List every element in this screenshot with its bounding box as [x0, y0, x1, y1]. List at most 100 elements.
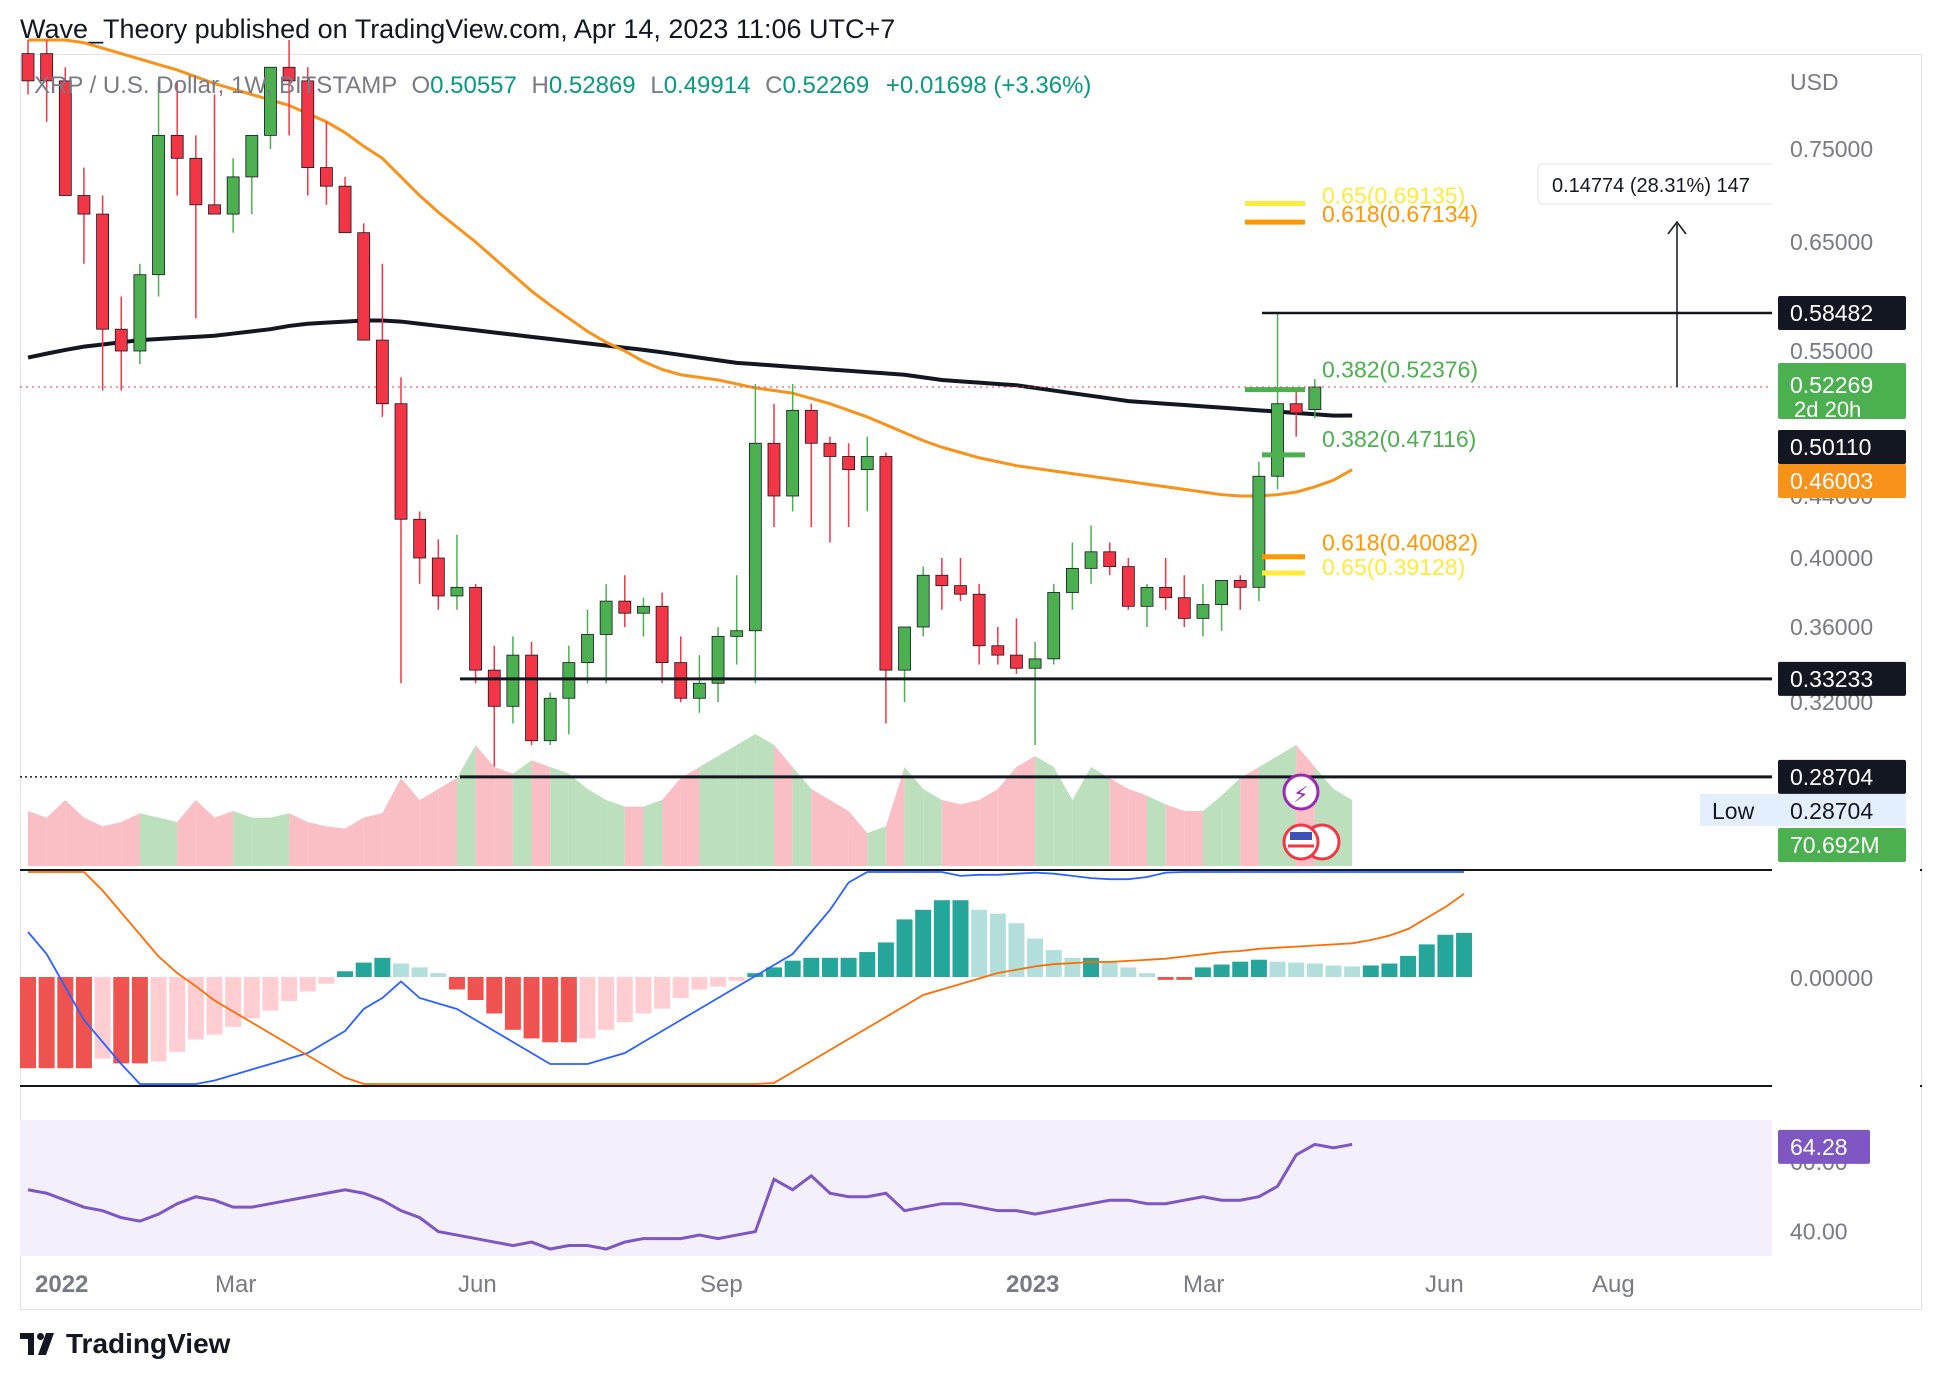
volume-area-segment [531, 760, 551, 866]
volume-area-segment [456, 745, 476, 866]
volume-area-segment [251, 817, 271, 866]
ema200-badge: 0.50110 [1790, 434, 1871, 460]
volume-area-segment [1258, 756, 1278, 866]
fib-label: 0.618(0.40082) [1322, 530, 1478, 556]
time-axis-tick: 2023 [1006, 1271, 1059, 1298]
ema200-badge-box [1778, 430, 1906, 464]
macd-histogram-bar [1101, 960, 1118, 977]
macd-histogram-bar [1437, 934, 1454, 977]
macd-histogram-bar [1344, 966, 1361, 977]
macd-histogram-bar [616, 977, 633, 1023]
fib-label: 0.65(0.69135) [1322, 183, 1465, 209]
price-badge: 0.52269 [1790, 372, 1873, 398]
macd-histogram-bar [598, 977, 615, 1030]
macd-histogram-bar [20, 977, 36, 1069]
rsi-band [20, 1120, 1772, 1256]
candle-body [618, 600, 632, 614]
candle-body [450, 586, 464, 597]
macd-histogram-bar [411, 967, 428, 977]
macd-histogram-bar [75, 977, 92, 1069]
macd-histogram-bar [1288, 962, 1305, 977]
candle-body [991, 645, 1005, 656]
footer-brand-label: TradingView [66, 1328, 231, 1359]
candle-body [208, 204, 221, 215]
candle-body [1066, 567, 1079, 593]
volume-area-segment [1035, 756, 1054, 866]
rsi-axis-background [1772, 1087, 1920, 1257]
volume-area-segment [848, 811, 868, 866]
symbol-label[interactable]: XRP / U.S. Dollar, 1W, BITSTAMP [34, 72, 397, 99]
macd-histogram-bar [1250, 959, 1267, 977]
resistance-badge: 0.58482 [1790, 300, 1873, 326]
volume-area-segment [46, 800, 66, 866]
time-axis-tick: 2022 [35, 1271, 88, 1298]
volume-area-segment [121, 813, 140, 866]
candle-body [189, 157, 203, 206]
us-flag-icon [1282, 823, 1320, 861]
macd-histogram-bar [187, 977, 204, 1040]
macd-histogram-bar [1064, 957, 1081, 977]
candle-body [693, 682, 706, 699]
volume-area-segment [233, 811, 252, 866]
time-axis-tick: Mar [1183, 1271, 1224, 1298]
macd-histogram-bar [1083, 957, 1100, 977]
candle-body [152, 134, 165, 276]
volume-area-segment [811, 789, 830, 866]
candle-body [40, 53, 54, 82]
rsi-line [27, 1142, 1353, 1251]
volume-area-segment [1109, 778, 1129, 866]
candle-body [357, 232, 371, 341]
volume-area-segment [494, 767, 513, 866]
candle-body [264, 66, 277, 136]
ema50-badge: 0.46003 [1790, 468, 1873, 494]
candle-body [413, 518, 427, 559]
time-axis-tick: Jun [1425, 1271, 1464, 1298]
macd-histogram-bar [393, 963, 409, 977]
volume-area-segment [1333, 789, 1353, 866]
macd-axis-background [1772, 871, 1920, 1085]
macd-histogram-bar [38, 977, 55, 1069]
volume-area-segment [904, 767, 924, 866]
footer-brand[interactable]: TradingView [20, 1328, 230, 1360]
macd-histogram-bar [169, 977, 186, 1052]
candle-body [543, 697, 557, 742]
fib-label: 0.65(0.39128) [1322, 554, 1465, 580]
low-row-label: Low [1712, 798, 1755, 824]
fib-label: 0.382(0.47116) [1322, 426, 1476, 452]
macd-histogram-bar [1194, 967, 1211, 977]
volume-area-segment [643, 800, 663, 866]
macd-histogram-bar [654, 977, 671, 1009]
macd-histogram-bar [225, 977, 242, 1027]
candle-body [96, 213, 109, 330]
candle-body [58, 80, 72, 196]
support-badge: 0.33233 [1790, 666, 1873, 692]
volume-area-segment [1072, 767, 1092, 866]
time-axis-tick: Mar [215, 1271, 256, 1298]
candle-body [804, 409, 818, 444]
candle-body [786, 409, 800, 497]
macd-histogram-bar [448, 977, 465, 990]
ema-200-line [27, 318, 1353, 418]
candle-body [301, 80, 315, 168]
macd-histogram-bar [374, 957, 391, 977]
macd-histogram-bar [1120, 967, 1137, 977]
candle-body [114, 328, 128, 352]
candle-body [1252, 475, 1266, 588]
candle-body [860, 456, 874, 471]
volume-area-segment [1053, 767, 1073, 866]
macd-histogram-bar [57, 977, 74, 1069]
macd-histogram-bar [896, 919, 913, 977]
volume-area-segment [65, 800, 84, 866]
candle-body [1308, 386, 1322, 410]
volume-area-segment [736, 734, 756, 866]
volume-area-segment [1091, 767, 1110, 866]
volume-area-segment [774, 745, 793, 866]
volume-area-segment [1165, 804, 1185, 866]
macd-histogram-bar [1176, 977, 1193, 980]
volume-area-segment [624, 806, 644, 866]
support-badge-box [1778, 661, 1906, 696]
macd-histogram-bar [1362, 965, 1379, 977]
macd-histogram-bar [318, 977, 335, 984]
signal-line [28, 871, 1465, 1085]
